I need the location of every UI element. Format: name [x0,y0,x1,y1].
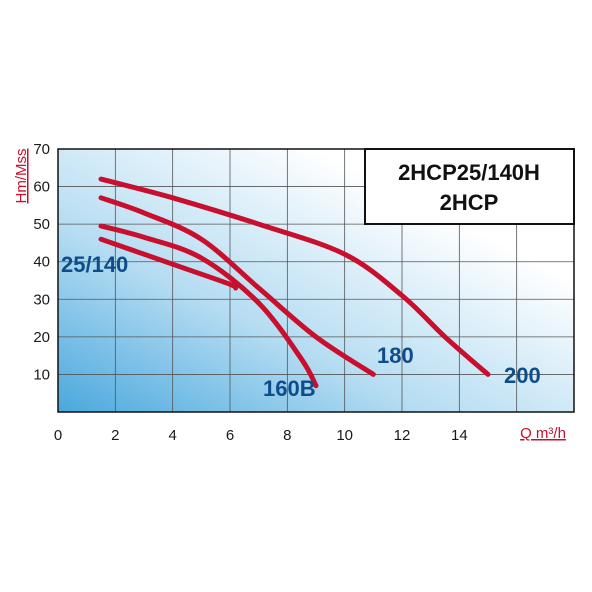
y-tick-label: 20 [33,329,50,346]
x-tick-labels: 0 2 4 6 8 10 12 14 [54,427,468,444]
y-axis-title: Hm/Mss [13,149,30,204]
x-tick-label: 10 [336,427,353,444]
title-line-2: 2HCP [440,190,499,215]
y-tick-label: 70 [33,141,50,158]
x-tick-label: 14 [451,427,468,444]
series-label-25-140: 25/140 [61,252,128,277]
x-tick-label: 2 [111,427,119,444]
plot-frame [57,148,575,413]
x-tick-label: 6 [226,427,234,444]
curve-200 [98,176,491,377]
y-tick-label: 30 [33,291,50,308]
title-box: 2HCP25/140H 2HCP [364,148,575,225]
x-tick-label: 0 [54,427,62,444]
y-tick-label: 10 [33,366,50,383]
y-tick-label: 60 [33,179,50,196]
series-label-180: 180 [377,343,414,368]
y-tick-label: 40 [33,254,50,271]
x-tick-label: 12 [394,427,411,444]
x-axis-title: Q m³/h [520,425,566,442]
y-tick-labels: 10 20 30 40 50 60 70 [33,141,50,383]
series-label-160b: 160B [263,376,316,401]
curve-160b [98,223,319,389]
curve-25-140 [98,236,239,291]
y-tick-label: 50 [33,216,50,233]
x-tick-label: 4 [168,427,176,444]
x-tick-label: 8 [283,427,291,444]
performance-curves [98,176,491,389]
title-line-1: 2HCP25/140H [398,160,540,185]
series-label-200: 200 [504,363,541,388]
title-box-frame [364,148,575,225]
curve-180 [98,195,376,377]
